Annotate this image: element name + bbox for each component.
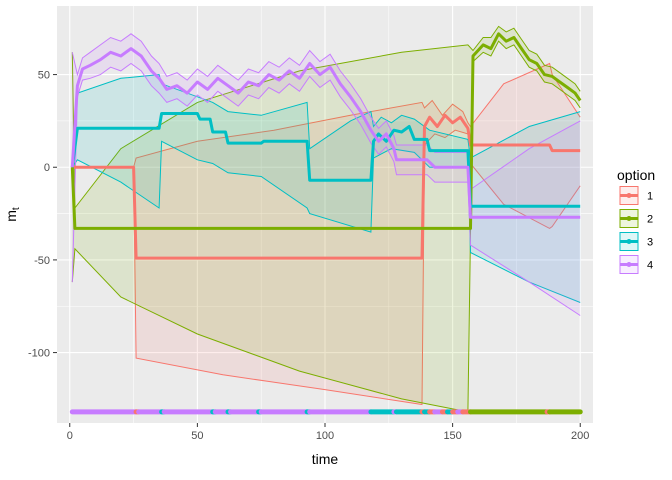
legend-key-point-4 — [626, 262, 632, 267]
mean-lines — [70, 32, 582, 260]
axes: 0 50 100 150 200 50 0 -50 -100 — [28, 70, 589, 442]
legend-key-point-1 — [626, 193, 632, 198]
ribbon-option-3 — [72, 74, 581, 303]
x-tick-label: 0 — [67, 430, 73, 442]
x-tick-label: 200 — [571, 430, 589, 442]
ribbon-option-1 — [72, 63, 581, 405]
legend-title: option — [617, 167, 655, 183]
mean-line-option-3 — [70, 112, 581, 208]
y-tick-label: -100 — [28, 348, 50, 360]
legend-label-4: 4 — [647, 260, 653, 272]
legend-key-point-2 — [626, 216, 632, 221]
y-tick-label: -50 — [34, 255, 50, 267]
y-tick-label: 50 — [38, 70, 50, 82]
legend-item-1: 1 — [619, 186, 653, 205]
x-tick-label: 100 — [316, 430, 334, 442]
upper-bound-option-1 — [72, 62, 581, 168]
grid-layer — [57, 6, 593, 423]
legend: option 1 2 3 4 — [617, 167, 655, 274]
mean-line-option-4 — [70, 47, 581, 219]
legend-label-1: 1 — [647, 191, 653, 203]
legend-item-2: 2 — [619, 209, 653, 228]
legend-label-2: 2 — [647, 214, 653, 226]
upper-bound-option-4 — [71, 33, 581, 191]
lower-bound-option-4 — [71, 62, 581, 316]
legend-key-point-3 — [626, 239, 632, 244]
x-axis-title: time — [312, 451, 339, 467]
y-axis-title-main: m — [3, 210, 19, 222]
y-tick-label: 0 — [44, 162, 50, 174]
mean-line-option-2 — [70, 32, 582, 230]
legend-item-3: 3 — [619, 232, 653, 251]
y-axis-title: mt — [3, 207, 22, 222]
legend-label-3: 3 — [647, 237, 653, 249]
x-tick-label: 50 — [191, 430, 203, 442]
upper-bound-option-2 — [71, 25, 581, 210]
x-tick-label: 150 — [443, 430, 461, 442]
mean-line-option-1 — [72, 113, 581, 260]
y-axis-title-subscript: t — [11, 207, 22, 210]
lower-bound-option-2 — [71, 40, 581, 413]
ribbon-option-4 — [72, 33, 581, 316]
legend-item-4: 4 — [619, 255, 653, 274]
